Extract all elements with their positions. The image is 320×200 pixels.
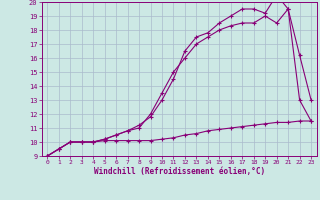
X-axis label: Windchill (Refroidissement éolien,°C): Windchill (Refroidissement éolien,°C) [94, 167, 265, 176]
